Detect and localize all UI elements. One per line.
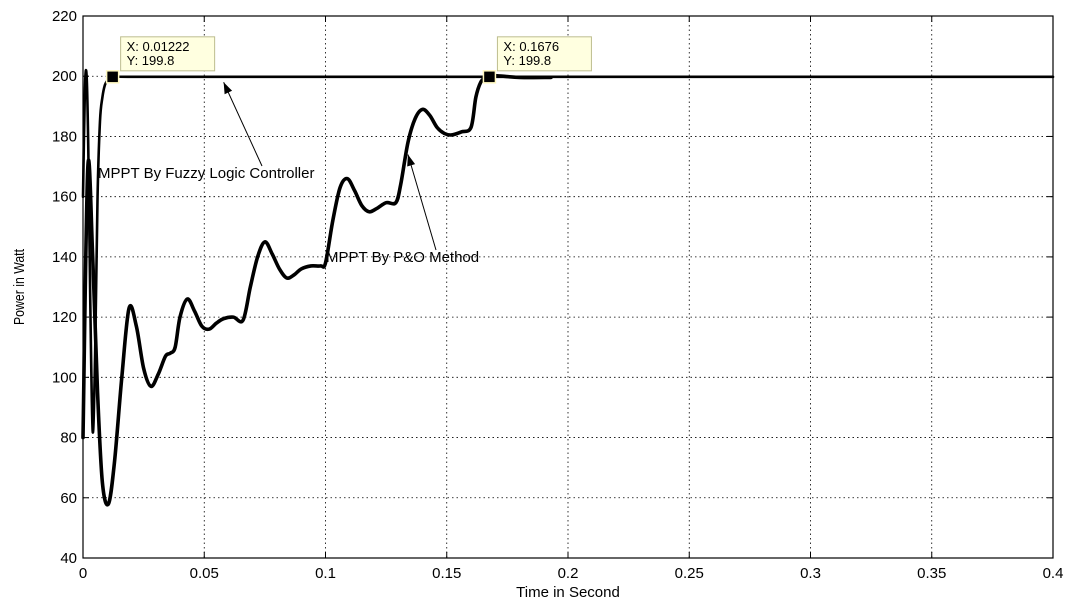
annotations-group: MPPT By Fuzzy Logic Controller MPPT By P&… [98, 82, 479, 266]
y-tick-label: 60 [60, 490, 77, 507]
y-tick-label: 160 [52, 189, 77, 206]
x-tick-label: 0.35 [917, 565, 946, 582]
axis-ticks: 0 0.05 0.1 0.15 0.2 0.25 0.3 0.35 0.4 40 60 80 100 12… [52, 8, 1063, 582]
datatip-y-label: Y: 199.8 [127, 53, 175, 68]
datatip-x-label: X: 0.01222 [127, 39, 190, 54]
datatip-box [120, 36, 216, 72]
series-line-p-and-o [81, 73, 553, 507]
datatip-box [496, 36, 592, 72]
annotation-label: MPPT By P&O Method [326, 249, 479, 266]
y-tick-label: 80 [60, 430, 77, 447]
y-tick-label: 200 [52, 68, 77, 85]
annotation-arrow [407, 154, 437, 251]
datatip-marker [482, 70, 497, 84]
annotation-label: MPPT By Fuzzy Logic Controller [98, 165, 314, 182]
annotation-arrow [223, 82, 263, 167]
y-axis-label: Power in Watt [11, 249, 27, 325]
y-tick-label: 40 [60, 550, 77, 567]
x-tick-label: 0 [79, 565, 87, 582]
grid-lines [83, 16, 1053, 558]
y-tick-label: 220 [52, 8, 77, 25]
x-tick-label: 0.3 [800, 565, 821, 582]
annotation-arrowhead [407, 154, 416, 167]
x-tick-label: 0.25 [675, 565, 704, 582]
x-tick-label: 0.15 [432, 565, 461, 582]
x-axis-label: Time in Second [516, 584, 620, 601]
y-tick-label: 180 [52, 128, 77, 145]
y-tick-label: 120 [52, 309, 77, 326]
x-tick-label: 0.05 [190, 565, 219, 582]
x-tick-label: 0.2 [558, 565, 579, 582]
y-tick-label: 100 [52, 369, 77, 386]
datatip-y-label: Y: 199.8 [503, 53, 551, 68]
x-tick-label: 0.1 [315, 565, 336, 582]
x-tick-label: 0.4 [1043, 565, 1064, 582]
datatip-x-label: X: 0.1676 [503, 39, 559, 54]
annotation-arrowhead [223, 82, 233, 95]
datatip-marker [105, 70, 120, 84]
series-group [81, 68, 1055, 507]
y-tick-label: 140 [52, 249, 77, 266]
